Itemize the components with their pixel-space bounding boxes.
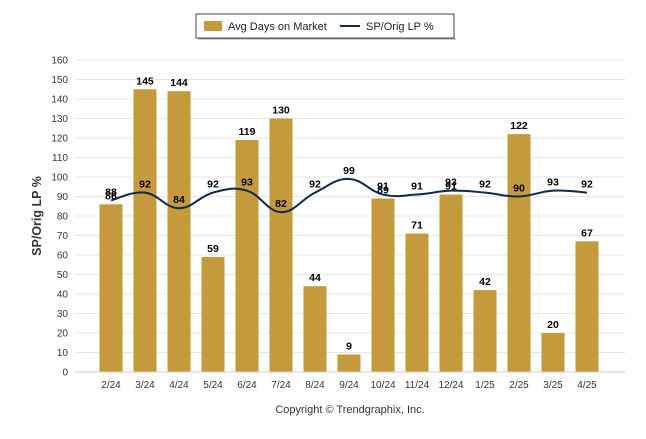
y-tick-label: 20 xyxy=(57,329,69,340)
x-tick-label: 7/24 xyxy=(271,380,291,391)
bar-value-label: 71 xyxy=(411,220,423,232)
x-tick-label: 8/24 xyxy=(305,380,325,391)
bar-value-label: 119 xyxy=(239,126,256,138)
x-tick-label: 3/25 xyxy=(543,380,563,391)
bar-value-label: 59 xyxy=(207,243,219,255)
bar xyxy=(405,233,429,372)
bar xyxy=(439,194,463,372)
bar-value-label: 89 xyxy=(377,184,389,196)
x-tick-label: 9/24 xyxy=(339,380,359,391)
y-tick-label: 140 xyxy=(51,95,68,106)
y-tick-label: 110 xyxy=(52,153,68,164)
y-tick-label: 130 xyxy=(51,114,68,125)
x-tick-label: 6/24 xyxy=(237,380,257,391)
x-tick-label: 12/24 xyxy=(438,380,463,391)
bar xyxy=(575,241,599,372)
y-tick-label: 60 xyxy=(57,251,69,262)
y-tick-label: 70 xyxy=(57,231,69,242)
bar xyxy=(541,333,565,372)
x-tick-label: 10/24 xyxy=(370,380,395,391)
y-tick-label: 50 xyxy=(57,270,69,281)
line-value-label: 92 xyxy=(207,179,219,191)
bar-series xyxy=(99,89,599,372)
bar-value-label: 144 xyxy=(170,77,188,89)
bar xyxy=(133,89,157,372)
data-labels: 86 145 144 59 119 130 44 9 89 71 91 42 122 20 67 88 92 84… xyxy=(105,75,593,352)
line-value-label: 91 xyxy=(377,181,389,193)
bar xyxy=(99,204,123,372)
copyright-footer: Copyright © Trendgraphix, Inc. xyxy=(275,404,424,416)
line-value-label: 92 xyxy=(309,179,321,191)
line-value-label: 84 xyxy=(173,194,185,206)
x-tick-label: 11/24 xyxy=(405,380,430,391)
y-tick-label: 0 xyxy=(62,368,68,379)
bar-value-label: 42 xyxy=(479,276,491,288)
x-tick-label: 1/25 xyxy=(475,380,495,391)
bar xyxy=(337,354,361,372)
line-value-label: 82 xyxy=(275,198,287,210)
line-value-label: 91 xyxy=(411,181,423,193)
y-tick-label: 40 xyxy=(57,290,69,301)
line-value-label: 92 xyxy=(581,179,593,191)
y-axis-label: SP/Orig LP % xyxy=(30,176,44,256)
x-tick-label: 4/24 xyxy=(169,380,189,391)
bar-value-label: 86 xyxy=(105,190,117,202)
y-tick-label: 80 xyxy=(57,212,69,223)
bar-value-label: 67 xyxy=(581,227,593,239)
line-value-label: 92 xyxy=(139,179,151,191)
y-tick-label: 90 xyxy=(57,192,69,203)
y-tick-label: 100 xyxy=(51,173,68,184)
x-tick-label: 3/24 xyxy=(135,380,155,391)
line-value-label: 99 xyxy=(343,165,355,177)
bar xyxy=(303,286,327,372)
y-tick-label: 120 xyxy=(51,134,68,145)
bar-value-label: 130 xyxy=(272,105,290,117)
bar xyxy=(167,91,191,372)
x-tick-label: 4/25 xyxy=(577,380,597,391)
y-tick-label: 10 xyxy=(57,348,69,359)
bar-value-label: 44 xyxy=(309,272,321,284)
line-value-label: 88 xyxy=(105,186,117,198)
bar xyxy=(269,118,293,372)
x-tick-label: 2/24 xyxy=(101,380,121,391)
line-value-label: 92 xyxy=(479,179,491,191)
legend: Avg Days on Market SP/Orig LP % xyxy=(195,13,456,40)
line-series xyxy=(110,177,588,214)
grid-lines xyxy=(75,59,625,373)
bar xyxy=(371,198,395,372)
y-tick-label: 150 xyxy=(51,75,68,86)
bar-value-label: 91 xyxy=(445,181,457,193)
sp-orig-lp-line xyxy=(110,177,588,214)
line-value-label: 93 xyxy=(547,177,559,189)
legend-swatch-bar xyxy=(204,21,222,31)
legend-label-line: SP/Orig LP % xyxy=(366,21,434,33)
axes: 0 10 20 30 40 50 60 70 80 90 100 110 120 130 140 150 160… xyxy=(51,56,625,391)
bar-value-label: 145 xyxy=(136,75,154,87)
bar-value-label: 122 xyxy=(510,120,528,132)
bar xyxy=(507,134,531,372)
y-tick-label: 30 xyxy=(57,309,69,320)
bar xyxy=(201,256,225,372)
bar-value-label: 20 xyxy=(547,319,559,331)
bar xyxy=(235,139,259,372)
x-tick-label: 2/25 xyxy=(509,380,529,391)
x-tick-label: 5/24 xyxy=(203,380,223,391)
bar xyxy=(473,290,497,372)
y-tick-label: 160 xyxy=(51,56,68,67)
bar-value-label: 9 xyxy=(346,340,352,352)
line-value-label: 93 xyxy=(241,177,253,189)
line-value-label: 90 xyxy=(513,183,525,195)
legend-box xyxy=(195,13,455,39)
legend-label-bar: Avg Days on Market xyxy=(228,21,327,33)
line-value-label: 93 xyxy=(445,177,457,189)
